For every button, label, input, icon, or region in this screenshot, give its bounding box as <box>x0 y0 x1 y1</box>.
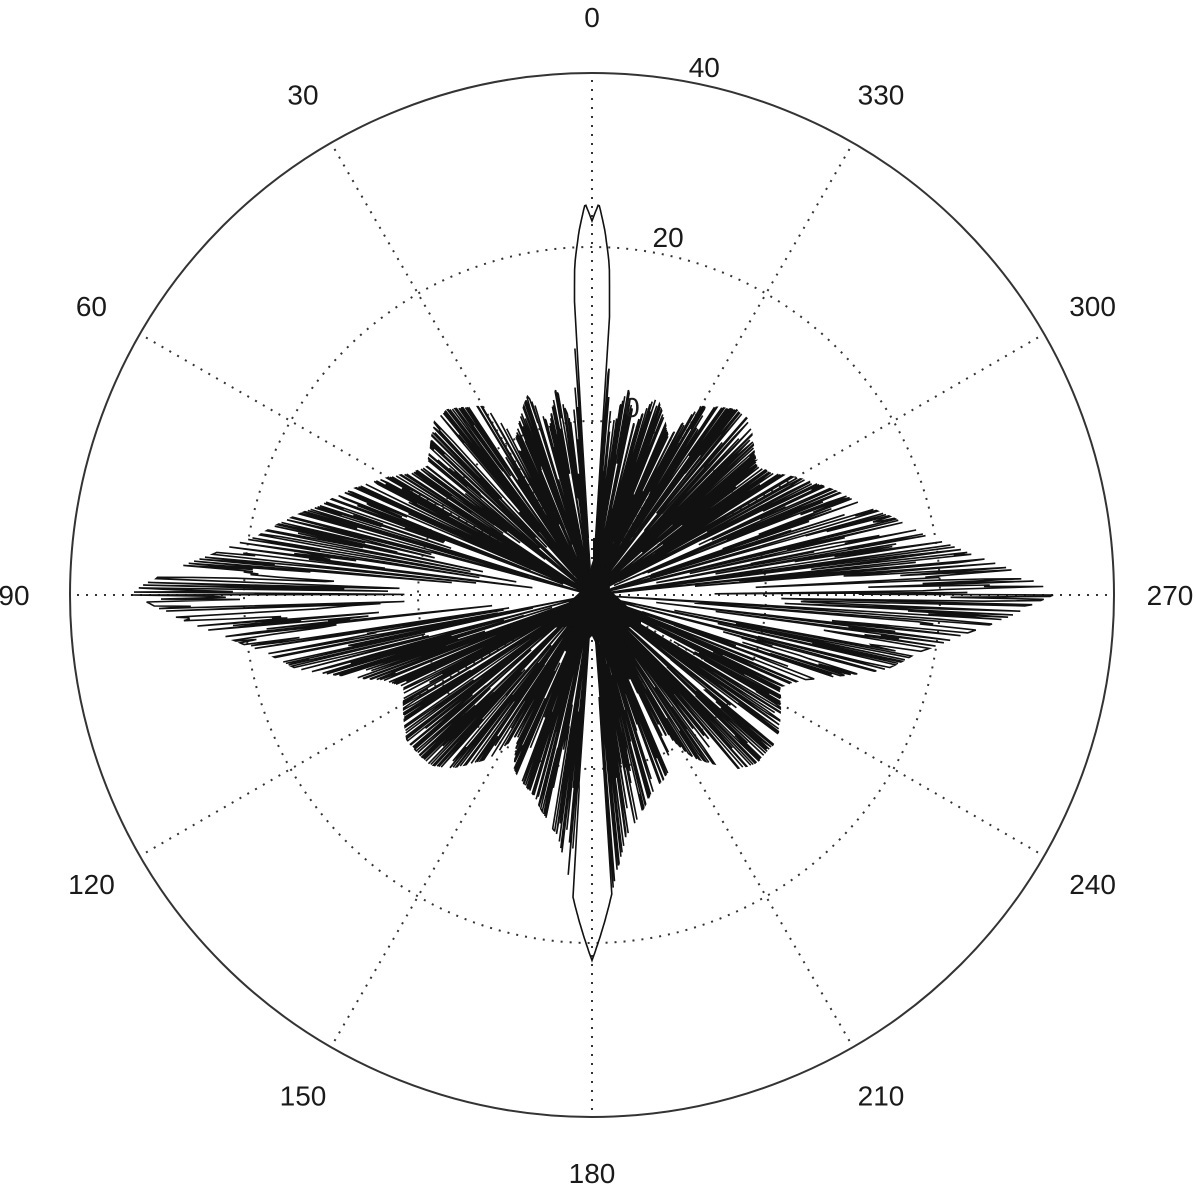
angular-tick-label: 90 <box>0 580 30 611</box>
angular-tick-label: 270 <box>1147 580 1194 611</box>
angular-tick-label: 300 <box>1069 291 1116 322</box>
angular-tick-label: 120 <box>68 869 115 900</box>
angular-tick-label: 240 <box>1069 869 1116 900</box>
angular-grid-spoke <box>139 594 593 857</box>
angular-tick-label: 210 <box>858 1081 905 1112</box>
angular-grid-spoke <box>591 594 1045 857</box>
angular-grid-spoke <box>591 594 854 1048</box>
angular-tick-label: 60 <box>76 291 107 322</box>
angular-tick-label: 0 <box>584 2 600 33</box>
angular-tick-label: 330 <box>858 79 905 110</box>
angular-grid-spoke <box>591 142 854 596</box>
radial-tick-label: 0 <box>624 392 640 423</box>
angular-grid-spoke <box>591 333 1045 596</box>
rcs-series-line <box>130 204 1054 963</box>
angular-grid-spoke <box>330 594 593 1048</box>
rcs-trace-layer <box>130 204 1054 963</box>
angular-tick-label: 180 <box>569 1158 616 1188</box>
aircraft-silhouette-icon <box>551 538 641 658</box>
radial-tick-label: 40 <box>689 52 720 83</box>
angular-tick-label: 150 <box>280 1081 327 1112</box>
radial-grid-circle <box>417 420 767 770</box>
angular-grid-spoke <box>330 142 593 596</box>
angular-grid-spoke <box>139 333 593 596</box>
angular-tick-label: 30 <box>287 79 318 110</box>
outer-ring <box>69 72 1115 1118</box>
radial-tick-label: 20 <box>653 222 684 253</box>
